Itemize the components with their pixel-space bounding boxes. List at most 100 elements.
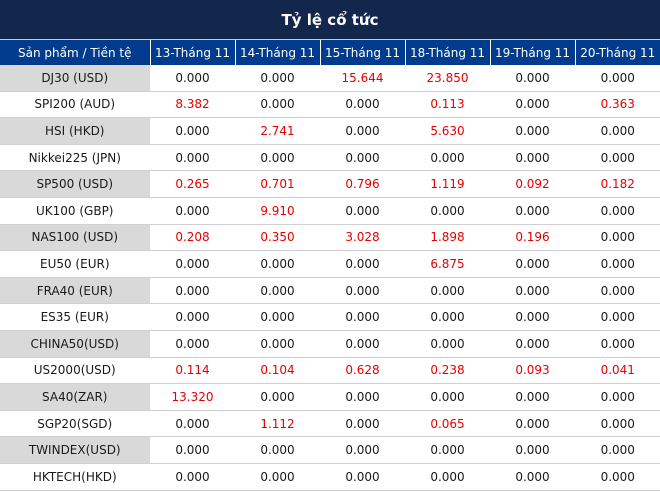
header-row: Sản phẩm / Tiền tệ 13-Tháng 11 14-Tháng … (0, 40, 660, 65)
dividend-value-cell: 0.000 (235, 383, 321, 411)
header-date: 20-Tháng 11 (575, 40, 660, 65)
dividend-value-cell: 0.000 (575, 383, 660, 411)
dividend-value-cell: 0.000 (490, 410, 576, 438)
dividend-value-cell: 0.000 (320, 277, 406, 305)
table-body: DJ30 (USD) 0.000 0.000 15.644 23.850 0.000 0.0… (0, 65, 660, 491)
dividend-value-cell: 0.000 (320, 144, 406, 172)
dividend-value-cell: 0.000 (320, 117, 406, 145)
header-date: 13-Tháng 11 (150, 40, 236, 65)
dividend-value-cell: 0.000 (235, 303, 321, 331)
dividend-value-cell: 0.000 (150, 117, 236, 145)
dividend-value-cell: 0.208 (150, 224, 236, 252)
dividend-value-cell: 2.741 (235, 117, 321, 145)
product-cell: SA40(ZAR) (0, 383, 151, 411)
dividend-value-cell: 0.000 (405, 330, 491, 358)
dividend-value-cell: 0.000 (405, 463, 491, 491)
dividend-value-cell: 0.000 (490, 463, 576, 491)
dividend-value-cell: 0.000 (320, 250, 406, 278)
dividend-value-cell: 0.000 (320, 330, 406, 358)
product-cell: EU50 (EUR) (0, 250, 151, 278)
dividend-value-cell: 5.630 (405, 117, 491, 145)
dividend-value-cell: 0.000 (150, 250, 236, 278)
dividend-value-cell: 0.093 (490, 357, 576, 385)
dividend-value-cell: 0.350 (235, 224, 321, 252)
dividend-value-cell: 0.000 (235, 277, 321, 305)
dividend-value-cell: 3.028 (320, 224, 406, 252)
product-cell: UK100 (GBP) (0, 197, 151, 225)
dividend-value-cell: 0.701 (235, 170, 321, 198)
dividend-value-cell: 0.000 (235, 436, 321, 464)
table-row: SGP20(SGD) 0.000 1.112 0.000 0.065 0.000 0.000 (0, 410, 660, 438)
dividend-value-cell: 0.796 (320, 170, 406, 198)
dividend-value-cell: 0.000 (405, 383, 491, 411)
dividend-value-cell: 0.113 (405, 91, 491, 119)
product-cell: FRA40 (EUR) (0, 277, 151, 305)
table-row: EU50 (EUR) 0.000 0.000 0.000 6.875 0.000 0.000 (0, 250, 660, 278)
dividend-value-cell: 0.196 (490, 224, 576, 252)
dividend-value-cell: 0.000 (235, 463, 321, 491)
product-cell: SPI200 (AUD) (0, 91, 151, 119)
dividend-value-cell: 0.000 (405, 303, 491, 331)
table-row: Nikkei225 (JPN) 0.000 0.000 0.000 0.000 0.000… (0, 144, 660, 172)
dividend-value-cell: 0.000 (150, 277, 236, 305)
dividend-value-cell: 0.000 (320, 197, 406, 225)
table-row: SP500 (USD) 0.265 0.701 0.796 1.119 0.092 0.18… (0, 170, 660, 198)
dividend-value-cell: 0.000 (235, 330, 321, 358)
dividend-value-cell: 23.850 (405, 65, 491, 92)
dividend-value-cell: 0.000 (575, 117, 660, 145)
dividend-value-cell: 0.000 (490, 144, 576, 172)
dividend-value-cell: 8.382 (150, 91, 236, 119)
product-cell: NAS100 (USD) (0, 224, 151, 252)
product-cell: HSI (HKD) (0, 117, 151, 145)
dividend-value-cell: 0.000 (150, 330, 236, 358)
product-cell: US2000(USD) (0, 357, 151, 385)
product-cell: SP500 (USD) (0, 170, 151, 198)
dividend-value-cell: 0.000 (575, 463, 660, 491)
dividend-value-cell: 0.000 (490, 303, 576, 331)
dividend-value-cell: 0.092 (490, 170, 576, 198)
table-row: ES35 (EUR) 0.000 0.000 0.000 0.000 0.000 0.000 (0, 303, 660, 331)
dividend-value-cell: 0.628 (320, 357, 406, 385)
dividend-value-cell: 0.000 (490, 117, 576, 145)
dividend-value-cell: 0.000 (575, 303, 660, 331)
table-row: SA40(ZAR) 13.320 0.000 0.000 0.000 0.000 0.000 (0, 383, 660, 411)
dividend-value-cell: 0.104 (235, 357, 321, 385)
dividend-value-cell: 0.265 (150, 170, 236, 198)
dividend-value-cell: 0.000 (150, 303, 236, 331)
dividend-value-cell: 0.000 (235, 91, 321, 119)
table-row: UK100 (GBP) 0.000 9.910 0.000 0.000 0.000 0.00… (0, 197, 660, 225)
dividend-value-cell: 0.363 (575, 91, 660, 119)
dividend-value-cell: 0.000 (575, 144, 660, 172)
table-row: DJ30 (USD) 0.000 0.000 15.644 23.850 0.000 0.0… (0, 65, 660, 92)
dividend-value-cell: 1.119 (405, 170, 491, 198)
table-row: NAS100 (USD) 0.208 0.350 3.028 1.898 0.196 0.0… (0, 224, 660, 252)
dividend-value-cell: 0.000 (150, 144, 236, 172)
dividend-value-cell: 0.000 (575, 250, 660, 278)
dividend-value-cell: 0.000 (575, 277, 660, 305)
dividend-value-cell: 0.114 (150, 357, 236, 385)
product-cell: SGP20(SGD) (0, 410, 151, 438)
table-row: CHINA50(USD) 0.000 0.000 0.000 0.000 0.000 0.0… (0, 330, 660, 358)
dividend-value-cell: 0.000 (490, 91, 576, 119)
dividend-value-cell: 0.000 (575, 197, 660, 225)
dividend-value-cell: 0.000 (405, 436, 491, 464)
dividend-value-cell: 13.320 (150, 383, 236, 411)
dividend-value-cell: 0.000 (150, 436, 236, 464)
dividend-value-cell: 0.000 (150, 410, 236, 438)
dividend-value-cell: 0.000 (150, 65, 236, 92)
dividend-value-cell: 0.000 (320, 303, 406, 331)
dividend-value-cell: 0.182 (575, 170, 660, 198)
dividend-value-cell: 0.000 (320, 436, 406, 464)
dividend-value-cell: 0.000 (490, 65, 576, 92)
dividend-value-cell: 0.000 (490, 330, 576, 358)
dividend-value-cell: 1.112 (235, 410, 321, 438)
dividend-value-cell: 0.041 (575, 357, 660, 385)
dividend-table: Sản phẩm / Tiền tệ 13-Tháng 11 14-Tháng … (0, 40, 660, 491)
table-row: TWINDEX(USD) 0.000 0.000 0.000 0.000 0.000 0.0… (0, 436, 660, 464)
dividend-value-cell: 0.000 (575, 224, 660, 252)
dividend-value-cell: 0.000 (405, 144, 491, 172)
dividend-value-cell: 1.898 (405, 224, 491, 252)
header-product: Sản phẩm / Tiền tệ (0, 40, 151, 65)
header-date: 18-Tháng 11 (405, 40, 491, 65)
